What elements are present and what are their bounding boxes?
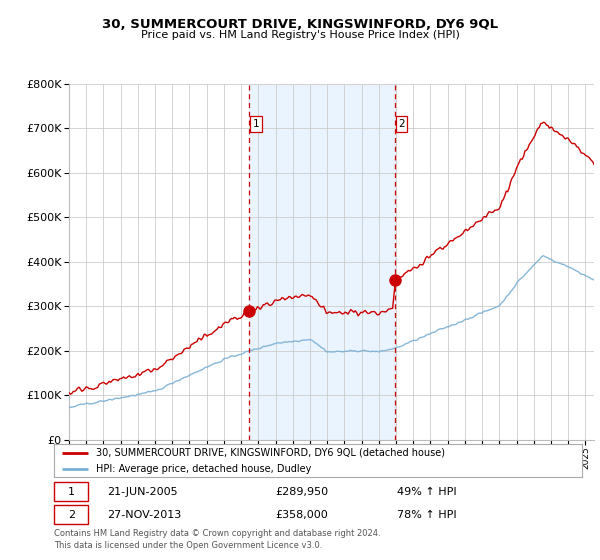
Text: £358,000: £358,000 — [276, 510, 329, 520]
Text: 27-NOV-2013: 27-NOV-2013 — [107, 510, 181, 520]
Text: 1: 1 — [68, 487, 75, 497]
Text: 1: 1 — [253, 119, 259, 129]
Text: Contains HM Land Registry data © Crown copyright and database right 2024.
This d: Contains HM Land Registry data © Crown c… — [54, 529, 380, 550]
Text: 49% ↑ HPI: 49% ↑ HPI — [397, 487, 457, 497]
Text: 21-JUN-2005: 21-JUN-2005 — [107, 487, 178, 497]
Text: £289,950: £289,950 — [276, 487, 329, 497]
Text: HPI: Average price, detached house, Dudley: HPI: Average price, detached house, Dudl… — [96, 464, 311, 474]
FancyBboxPatch shape — [54, 482, 88, 501]
FancyBboxPatch shape — [54, 505, 88, 524]
Text: 30, SUMMERCOURT DRIVE, KINGSWINFORD, DY6 9QL: 30, SUMMERCOURT DRIVE, KINGSWINFORD, DY6… — [102, 18, 498, 31]
Text: 2: 2 — [398, 119, 405, 129]
Bar — [249, 84, 395, 440]
Text: Price paid vs. HM Land Registry's House Price Index (HPI): Price paid vs. HM Land Registry's House … — [140, 30, 460, 40]
Text: 30, SUMMERCOURT DRIVE, KINGSWINFORD, DY6 9QL (detached house): 30, SUMMERCOURT DRIVE, KINGSWINFORD, DY6… — [96, 448, 445, 458]
Text: 78% ↑ HPI: 78% ↑ HPI — [397, 510, 457, 520]
Text: 2: 2 — [68, 510, 75, 520]
